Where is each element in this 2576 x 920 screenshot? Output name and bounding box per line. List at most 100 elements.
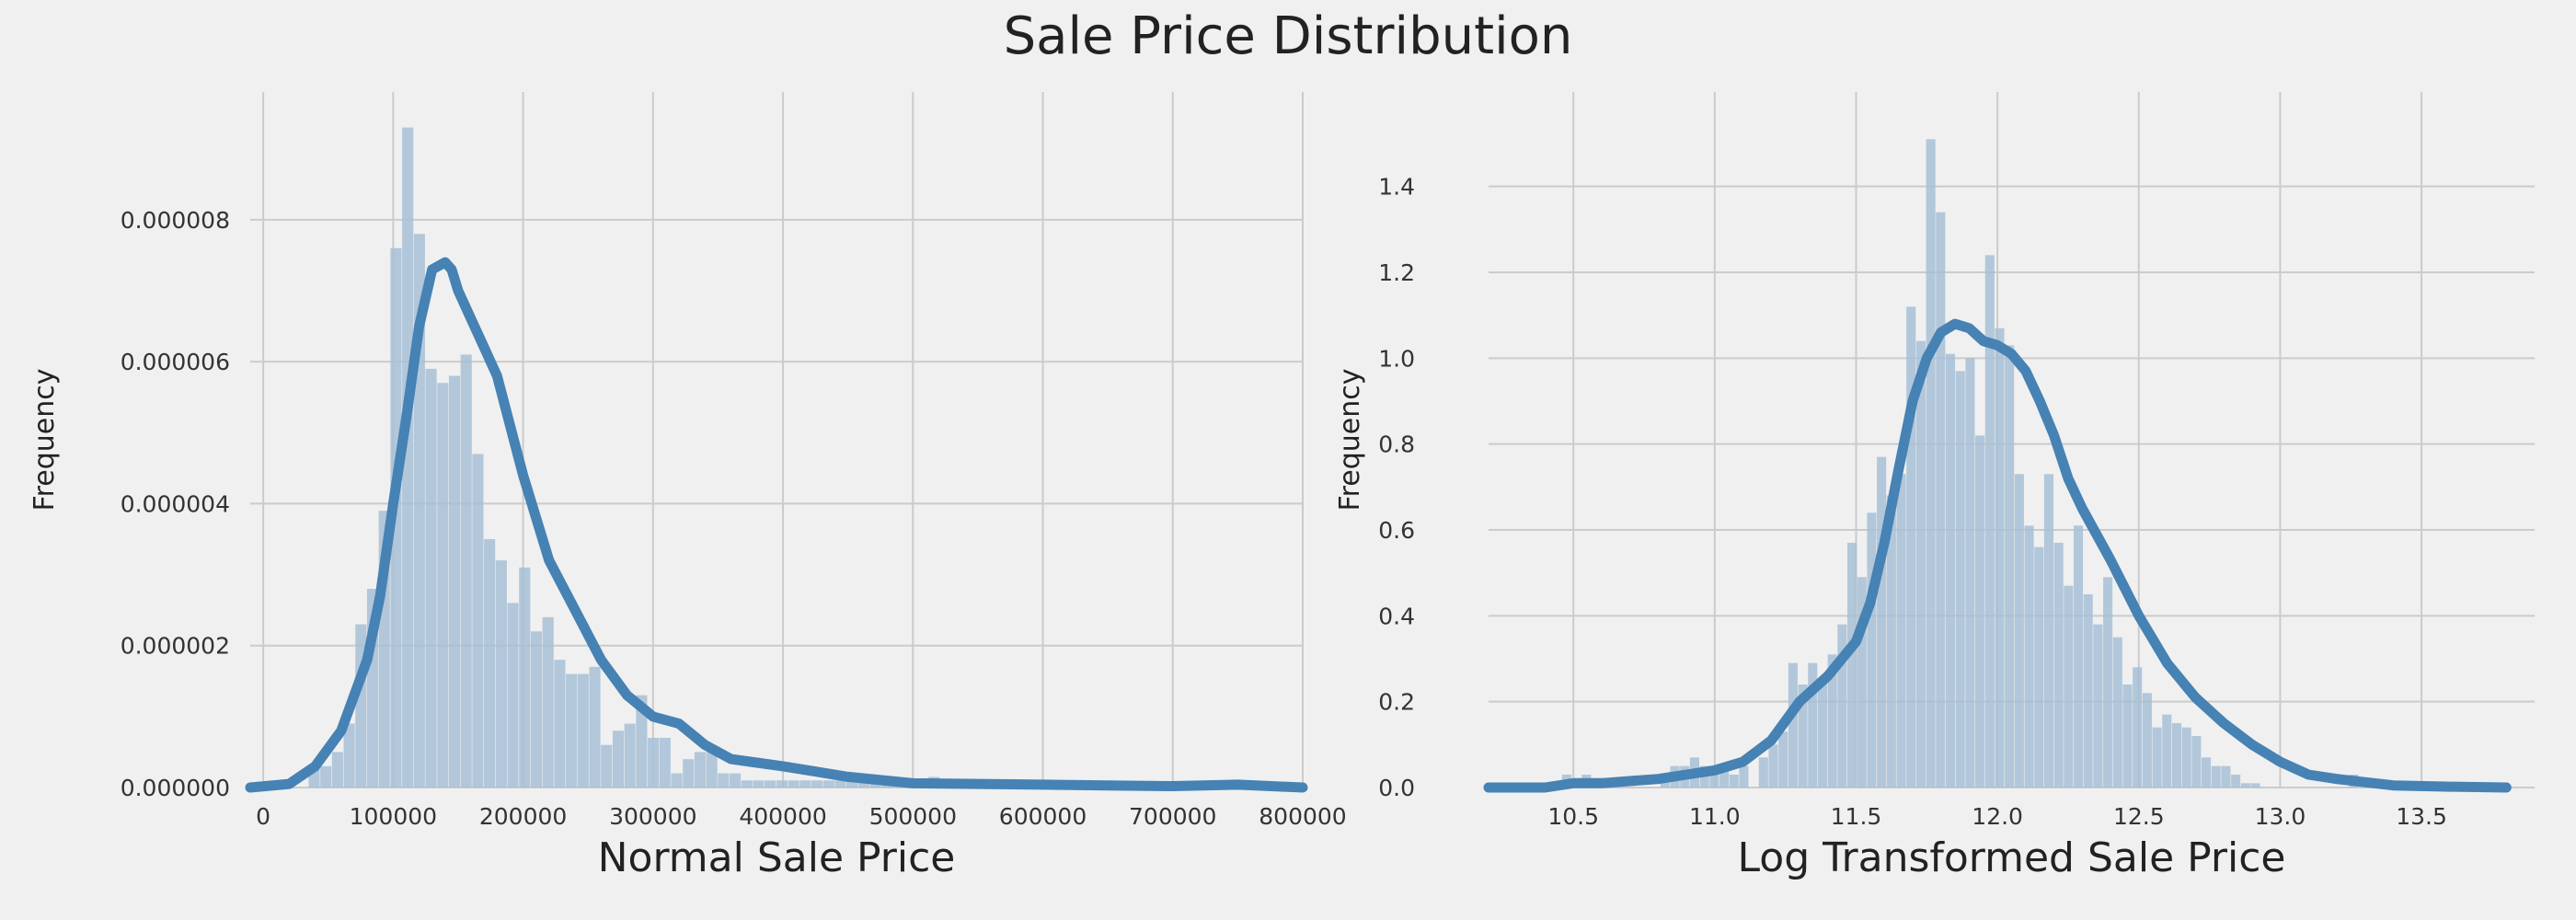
histogram-bar [1827,654,1837,788]
x-tick-label: 12.5 [2113,803,2165,830]
histogram-bar [425,368,437,788]
histogram-bar [2064,585,2074,788]
histogram-bar [2221,765,2231,788]
histogram-bar [1817,680,1828,788]
histogram-bar [402,127,414,788]
histogram-bar [2191,736,2202,788]
y-tick-label: 0.000006 [121,349,230,375]
histogram-bar [659,738,671,788]
x-tick-label: 400000 [739,803,826,830]
histogram-bar [519,567,531,788]
x-tick-label: 500000 [869,803,957,830]
histogram-bar [730,773,742,788]
histogram-bar [2162,714,2172,788]
histogram-bar [694,752,706,788]
histogram-bar [811,780,823,788]
histogram-bar [2103,577,2113,788]
histogram-bar [1847,543,1857,788]
histogram-bar [612,730,625,788]
y-tick-label: 0.6 [1378,517,1415,544]
x-tick-label: 100000 [350,803,437,830]
histogram-bar [2250,783,2260,788]
x-tick-label: 13.5 [2396,803,2447,830]
histogram-bar [2024,525,2034,788]
histogram-bar [2152,727,2162,788]
histogram-bar [437,383,449,788]
histogram-bar [765,780,776,788]
histogram-bar [1867,512,1877,788]
histogram-bar [1837,624,1847,788]
histogram-bar [2122,684,2133,788]
histogram-bar [1768,744,1778,788]
x-tick-label: 0 [256,803,270,830]
histogram-bar [753,780,765,788]
histogram-bar [1995,328,2005,788]
histogram-bar [1798,684,1808,788]
histogram-bar [577,673,589,788]
histogram-bar [1896,474,1906,788]
histogram-bar [343,723,355,788]
histogram-bar [1955,371,1965,788]
histogram-bar [507,603,519,788]
y-tick-label: 1.4 [1378,174,1415,201]
histogram-bar [2034,546,2044,788]
y-axis-label: Frequency [29,369,61,512]
x-tick-label: 13.0 [2255,803,2306,830]
y-tick-label: 1.0 [1378,345,1415,372]
histogram-bar [1915,340,1926,788]
y-tick-label: 0.000002 [121,633,230,660]
histogram-bar [799,780,811,788]
kde-line [245,257,1308,793]
y-tick-label: 0.4 [1378,603,1415,629]
histogram-bar [1886,495,1896,788]
histogram-bar [2014,474,2024,788]
chart-normal-sale-price: 0 100000 200000 300000 400000 500000 600000 700… [29,92,1347,881]
histogram-bar [2231,775,2241,788]
histogram-bar [822,780,834,788]
x-tick-label: 12.0 [1972,803,2023,830]
histogram-bar [1945,353,1956,788]
y-tick-label: 0.2 [1378,689,1415,716]
histogram-bar [2073,525,2084,788]
chart-log-sale-price: 10.5 11.0 11.5 12.0 12.5 13.0 13.5 0.0 0.2 0.4 0.6… [1334,92,2535,881]
x-axis-label: Normal Sale Price [598,834,956,881]
histogram-bar [648,738,660,788]
histogram-bar [566,673,578,788]
y-tick-label: 1.2 [1378,259,1415,286]
histogram-bar [1906,306,1916,788]
histogram-bar [460,354,472,788]
histogram-bar [1877,456,1887,788]
histogram-bar [1709,765,1719,788]
histogram-bar [320,765,332,788]
histogram-bar [472,454,484,788]
x-tick-label: 700000 [1129,803,1216,830]
y-tick-label: 0.000000 [121,775,230,801]
histogram-bar [2133,667,2143,788]
histogram-bar [331,752,343,788]
x-tick-label: 200000 [479,803,567,830]
histogram-bar [601,744,613,788]
histogram-bar [636,695,648,788]
x-axis-label: Log Transformed Sale Price [1738,834,2286,881]
histogram-bar [857,780,869,788]
histogram-bar [788,780,799,788]
histogram-bar [834,780,846,788]
histogram-bar [1729,775,1739,788]
y-tick-label: 0.0 [1378,775,1415,801]
histogram-bar [2181,727,2191,788]
x-tick-label: 11.5 [1831,803,1882,830]
histogram-bar [1778,731,1788,788]
histogram-bar [624,723,636,788]
histogram-bar [2211,765,2221,788]
histogram-bar [1788,662,1798,788]
histogram-bar [554,660,566,788]
histogram-bar [846,780,858,788]
kde-line [1483,318,2512,793]
x-tick-label: 800000 [1259,803,1346,830]
histogram-bar [2240,783,2250,788]
histogram-bar [1808,662,1818,788]
histogram-bar [448,375,461,788]
figure-title: Sale Price Distribution [1003,6,1573,66]
histogram-bar [2202,757,2212,788]
